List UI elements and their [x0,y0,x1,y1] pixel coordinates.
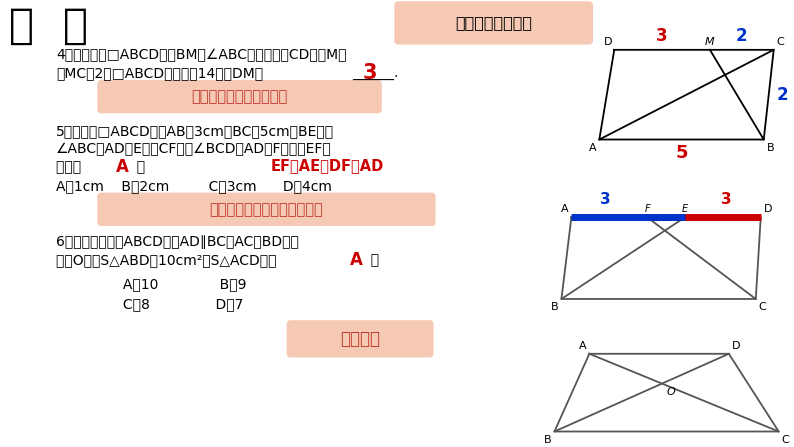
Text: 3: 3 [600,192,611,207]
Text: ）: ） [128,160,145,174]
Text: A: A [350,251,363,269]
Text: 5．如图，□ABCD中，AB＝3cm，BC＝5cm，BE平分: 5．如图，□ABCD中，AB＝3cm，BC＝5cm，BE平分 [56,125,334,139]
Text: 作  业: 作 业 [10,5,88,47]
Text: 2: 2 [777,86,788,104]
Text: C: C [781,434,789,444]
Text: C: C [759,302,766,312]
Text: 3: 3 [657,27,668,45]
Text: A: A [579,341,586,351]
Text: A: A [588,143,596,152]
Text: F: F [644,204,650,214]
Text: 3: 3 [722,192,732,207]
Text: 两条平行线间的距离处处相等: 两条平行线间的距离处处相等 [210,202,323,217]
Text: ______.: ______. [353,66,399,80]
Text: 长为（: 长为（ [56,160,90,174]
Text: A．10              B．9: A．10 B．9 [101,277,246,291]
Text: ）: ） [362,253,380,267]
Text: D: D [732,341,740,351]
Text: ∠ABC交AD于E点，CF平分∠BCD交AD于F点，则EF的: ∠ABC交AD于E点，CF平分∠BCD交AD于F点，则EF的 [56,143,332,156]
FancyBboxPatch shape [287,321,433,357]
Text: 同底等高: 同底等高 [340,330,380,348]
Text: 4．如图，在□ABCD中，BM是∠ABC的平分线交CD于点M，: 4．如图，在□ABCD中，BM是∠ABC的平分线交CD于点M， [56,48,347,62]
Text: 2: 2 [736,27,748,45]
Text: EF＝AE＋DF－AD: EF＝AE＋DF－AD [271,158,384,173]
Text: B: B [544,434,552,444]
Text: D: D [764,204,773,214]
Text: 邻边的和等于周长的一半: 邻边的和等于周长的一半 [191,89,287,104]
Text: O: O [667,387,676,396]
Text: A: A [116,158,129,177]
Text: 3: 3 [362,63,376,83]
Text: B: B [767,143,774,152]
Text: C: C [777,37,784,47]
Text: A: A [561,204,569,214]
Text: E: E [682,204,688,214]
Text: 且MC＝2，□ABCD的周长是14，则DM＝: 且MC＝2，□ABCD的周长是14，则DM＝ [56,66,264,80]
Text: 6．如图，四边形ABCD中，AD∥BC，AC与BD相交: 6．如图，四边形ABCD中，AD∥BC，AC与BD相交 [56,235,299,249]
FancyBboxPatch shape [98,194,435,225]
Text: C．8               D．7: C．8 D．7 [101,297,244,311]
Text: M: M [705,37,715,47]
Text: 于点O，若S△ABD＝10cm²，S△ACD为（: 于点O，若S△ABD＝10cm²，S△ACD为（ [56,253,285,267]
FancyBboxPatch shape [395,2,592,44]
Text: B: B [551,302,558,312]
Text: A．1cm    B．2cm         C．3cm      D．4cm: A．1cm B．2cm C．3cm D．4cm [56,179,332,194]
Text: 5: 5 [675,144,688,162]
Text: D: D [603,37,612,47]
FancyBboxPatch shape [98,81,381,113]
Text: 角平分线＋平行线: 角平分线＋平行线 [455,15,532,30]
